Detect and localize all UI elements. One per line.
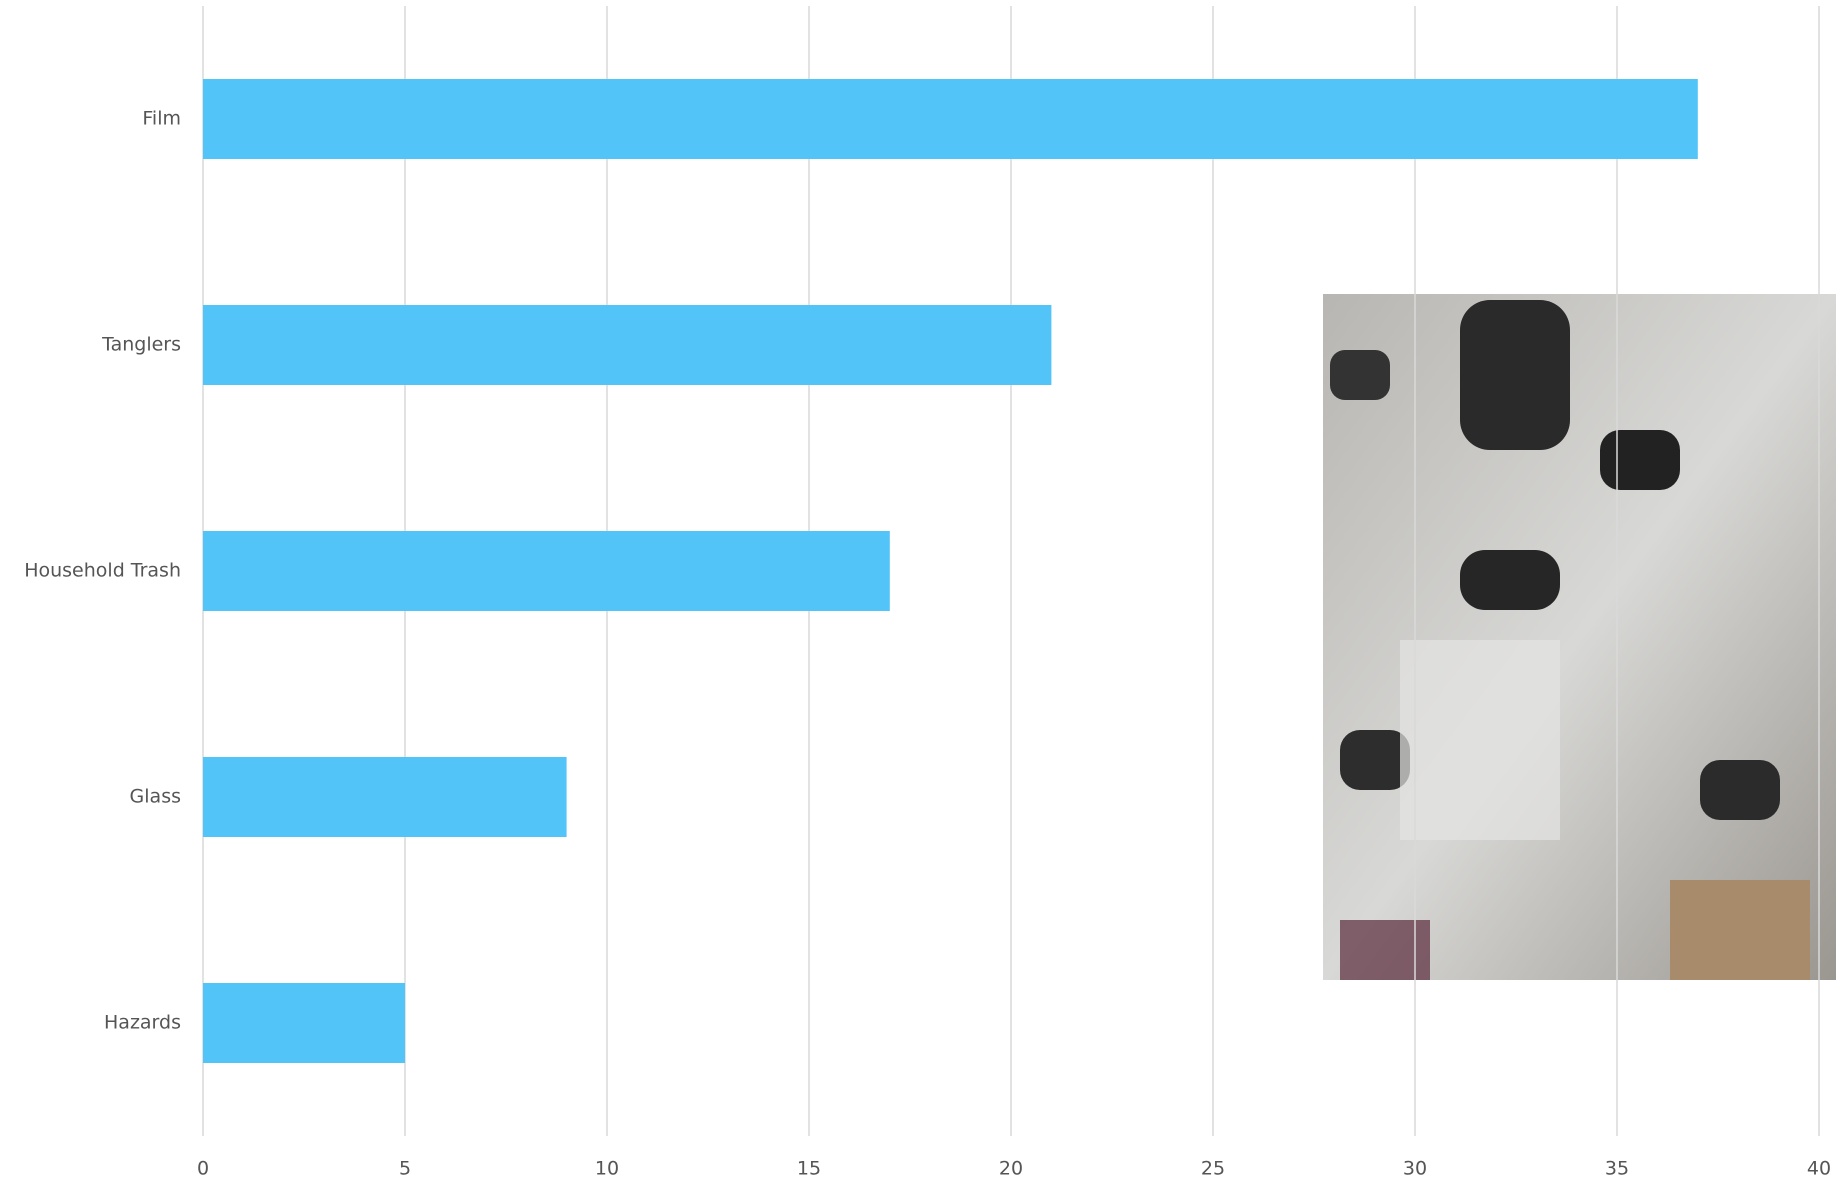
y-tick-label: Glass [130,786,181,808]
x-tick-label: 0 [197,1158,209,1180]
y-tick-label: Film [142,108,181,130]
bar [203,983,405,1063]
x-tick-label: 10 [595,1158,619,1180]
bar [203,531,890,611]
y-tick-label: Tanglers [101,334,181,356]
x-tick-label: 5 [399,1158,411,1180]
x-tick-label: 20 [999,1158,1023,1180]
x-tick-label: 40 [1807,1158,1831,1180]
bar [203,757,567,837]
photo-inset [1323,294,1836,980]
x-tick-label: 25 [1201,1158,1225,1180]
y-tick-label: Household Trash [24,560,181,582]
y-tick-label: Hazards [104,1012,181,1034]
x-tick-label: 15 [797,1158,821,1180]
bar [203,305,1052,385]
x-tick-label: 35 [1605,1158,1629,1180]
x-tick-label: 30 [1403,1158,1427,1180]
bar [203,79,1698,159]
